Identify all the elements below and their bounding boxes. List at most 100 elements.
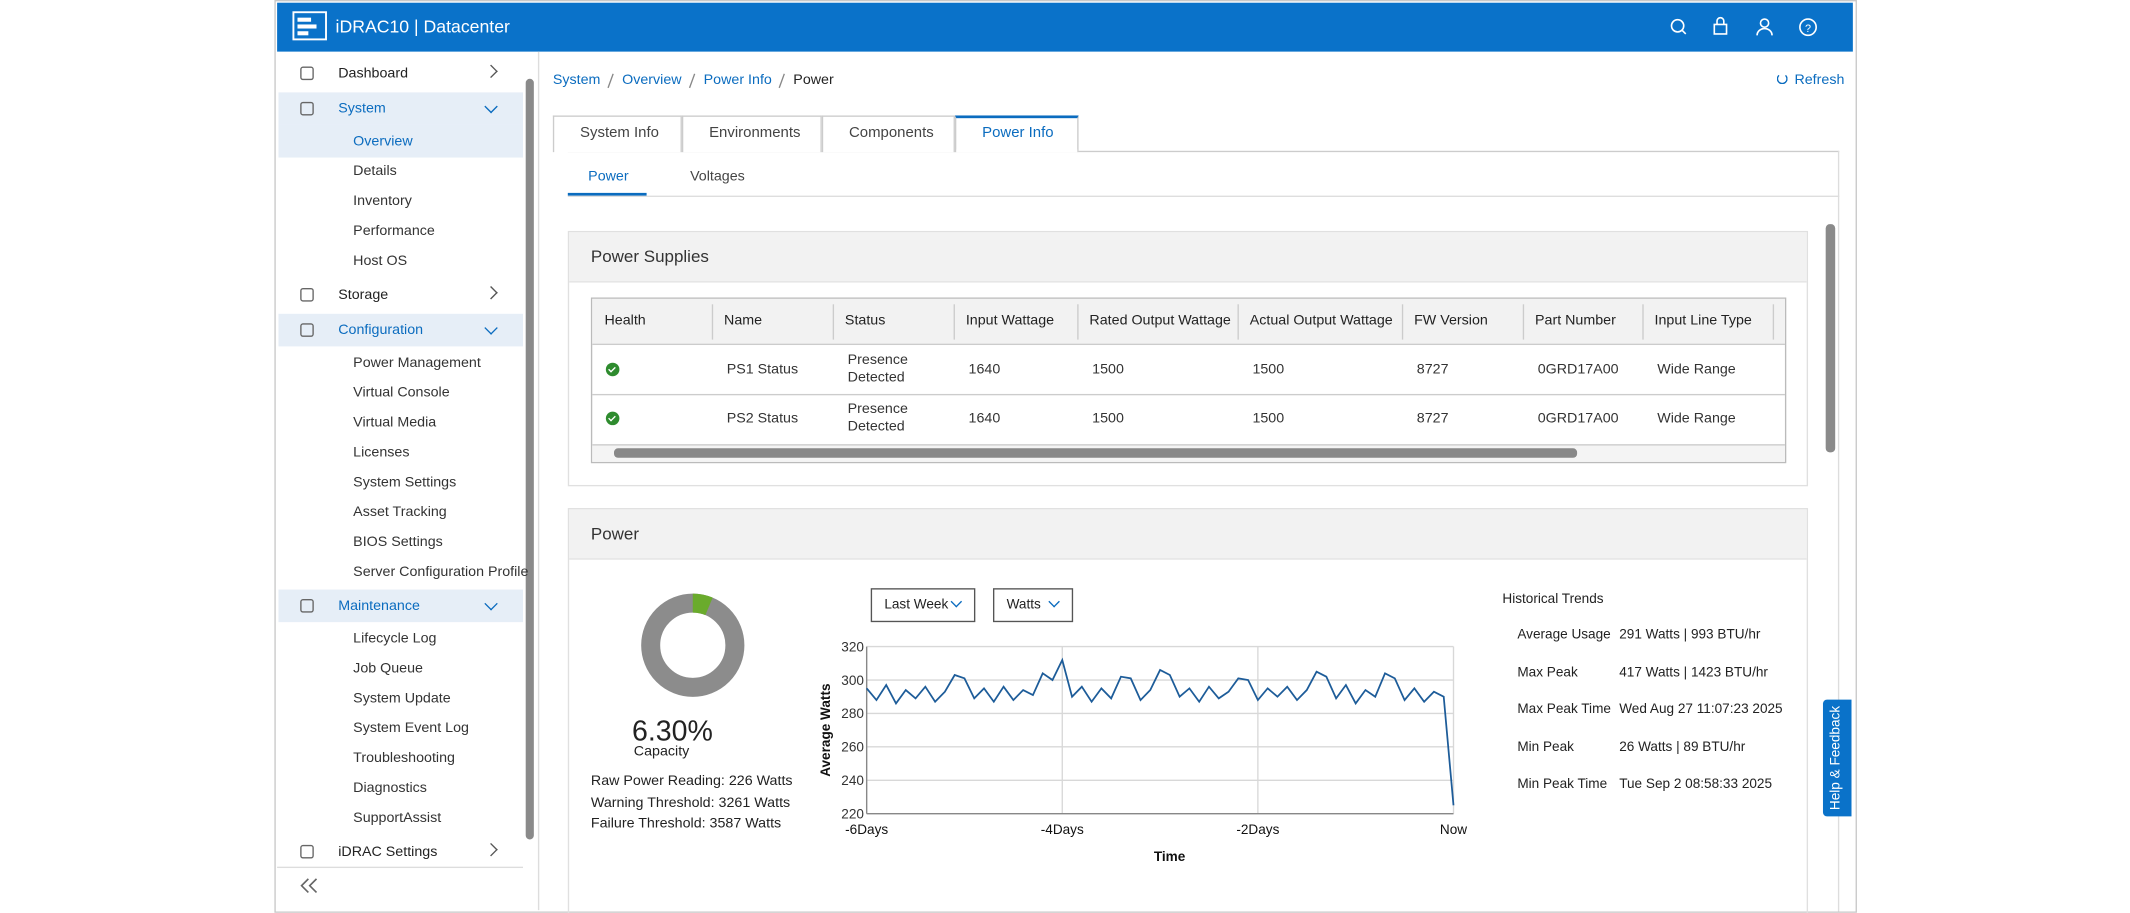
sidebar-scrollbar[interactable] bbox=[525, 78, 534, 840]
nav-highlight bbox=[278, 313, 523, 347]
tab[interactable] bbox=[552, 115, 682, 153]
x-tick-label: -4Days bbox=[1041, 822, 1084, 837]
nav-subitem[interactable]: Power Management bbox=[353, 354, 481, 371]
table-cell: 1500 bbox=[1092, 410, 1124, 427]
table-cell: Wide Range bbox=[1657, 410, 1736, 427]
nav-subitem[interactable]: BIOS Settings bbox=[353, 533, 443, 551]
dropdown-label[interactable]: Last Week bbox=[884, 597, 949, 613]
nav-subitem[interactable]: System Settings bbox=[353, 474, 457, 491]
refresh-icon[interactable] bbox=[1776, 73, 1788, 85]
table-header: Part Number bbox=[1534, 312, 1616, 329]
nav-item[interactable]: Configuration bbox=[338, 321, 424, 339]
table-cell: 1640 bbox=[968, 410, 1001, 427]
nav-subitem[interactable]: System Update bbox=[353, 690, 451, 707]
table-cell: 8727 bbox=[1416, 361, 1449, 378]
table-header: Actual Output Wattage bbox=[1249, 312, 1393, 329]
y-tick-label: 260 bbox=[841, 740, 864, 755]
nav-item[interactable]: iDRAC Settings bbox=[338, 843, 438, 860]
y-tick-label: 240 bbox=[841, 773, 864, 788]
power-reading: Warning Threshold: 3261 Watts bbox=[590, 793, 791, 811]
tab-label[interactable]: Components bbox=[849, 124, 934, 142]
health-ok bbox=[605, 362, 620, 377]
nav-subitem[interactable]: Job Queue bbox=[353, 660, 423, 677]
nav-highlight bbox=[278, 589, 523, 623]
nav-subitem[interactable]: Server Configuration Profile bbox=[353, 563, 529, 581]
content-scrollbar[interactable] bbox=[1825, 224, 1836, 453]
dropdown-label[interactable]: Watts bbox=[1006, 597, 1041, 613]
power-panel bbox=[567, 508, 1809, 913]
table-header: Name bbox=[724, 312, 763, 329]
panel-title: Power bbox=[590, 524, 640, 544]
breadcrumb-item[interactable]: Overview bbox=[622, 71, 682, 89]
refresh-link[interactable]: Refresh bbox=[1794, 71, 1845, 89]
nav-subitem[interactable]: Diagnostics bbox=[353, 779, 427, 797]
nav-subitem[interactable]: Asset Tracking bbox=[353, 503, 447, 521]
tab[interactable] bbox=[821, 115, 955, 153]
collapse-icon[interactable] bbox=[299, 876, 321, 895]
nav-item[interactable]: System bbox=[338, 100, 386, 117]
nav-subitem[interactable]: Licenses bbox=[353, 444, 410, 461]
nav-subitem[interactable]: Troubleshooting bbox=[353, 749, 455, 767]
nav-item[interactable]: Maintenance bbox=[338, 597, 420, 614]
subtab-label[interactable]: Voltages bbox=[690, 168, 745, 185]
subtab-label[interactable]: Power bbox=[588, 168, 629, 185]
table-cell: Wide Range bbox=[1657, 361, 1736, 378]
help-tab[interactable] bbox=[1822, 699, 1852, 817]
dropdown[interactable] bbox=[992, 588, 1074, 623]
col-divider bbox=[1077, 304, 1079, 340]
nav-subitem[interactable]: Performance bbox=[353, 222, 435, 240]
table-cell: 1500 bbox=[1252, 410, 1285, 427]
nav-highlight bbox=[278, 92, 523, 125]
nav-subitem[interactable]: SupportAssist bbox=[353, 809, 442, 826]
svg-text:?: ? bbox=[1805, 23, 1811, 35]
table-scrollbar[interactable] bbox=[613, 448, 1578, 458]
header-bar bbox=[277, 2, 1853, 52]
table-cell: Presence Detected bbox=[847, 400, 908, 435]
table-header: Rated Output Wattage bbox=[1089, 312, 1231, 329]
nav-subitem[interactable]: Overview bbox=[353, 133, 413, 150]
power-panel-header bbox=[569, 509, 1807, 560]
tab[interactable] bbox=[681, 115, 822, 153]
nav-subitem[interactable]: Virtual Media bbox=[353, 414, 437, 431]
dropdown[interactable] bbox=[870, 588, 976, 623]
col-divider bbox=[711, 304, 714, 340]
trend-value: 417 Watts | 1423 BTU/hr bbox=[1619, 665, 1768, 681]
nav-subitem[interactable]: Virtual Console bbox=[353, 384, 450, 401]
trend-value: Tue Sep 2 08:58:33 2025 bbox=[1619, 777, 1773, 793]
nav-subitem[interactable]: Details bbox=[353, 163, 397, 180]
trend-value: Wed Aug 27 11:07:23 2025 bbox=[1619, 702, 1783, 718]
subtab-underline bbox=[567, 192, 647, 196]
y-tick-label: 280 bbox=[841, 706, 864, 721]
x-tick-label: Now bbox=[1440, 822, 1467, 837]
nav-item[interactable]: Storage bbox=[338, 286, 389, 303]
header-icons: ? bbox=[1670, 16, 1817, 37]
tab[interactable] bbox=[954, 115, 1079, 153]
tab-active-cover bbox=[956, 149, 1078, 153]
tab-label[interactable]: System Info bbox=[580, 124, 659, 142]
nav-item[interactable]: Dashboard bbox=[338, 65, 409, 82]
nav-subitem[interactable]: Inventory bbox=[353, 192, 412, 210]
nav-icon bbox=[300, 101, 314, 116]
content-border bbox=[1837, 150, 1840, 912]
table-cell: 1640 bbox=[968, 361, 1001, 378]
nav-icon bbox=[300, 844, 314, 859]
tab-label[interactable]: Environments bbox=[709, 124, 801, 142]
nav-subitem[interactable]: Lifecycle Log bbox=[353, 630, 437, 647]
col-divider bbox=[832, 304, 835, 340]
nav-subitem[interactable]: Host OS bbox=[353, 252, 408, 269]
breadcrumb-item[interactable]: Power Info bbox=[703, 71, 772, 89]
col-divider bbox=[1522, 304, 1525, 340]
table-header: Input Line Type bbox=[1654, 312, 1752, 329]
ps-table-header bbox=[592, 298, 1785, 346]
tab-label[interactable]: Power Info bbox=[982, 124, 1054, 142]
breadcrumb-item[interactable]: System bbox=[552, 71, 601, 89]
nav-highlight bbox=[278, 124, 523, 158]
nav-subitem[interactable]: System Event Log bbox=[353, 719, 469, 737]
logo bbox=[292, 11, 327, 41]
ps-table bbox=[590, 297, 1787, 464]
nav-icon bbox=[300, 323, 314, 337]
y-tick-label: 300 bbox=[841, 673, 864, 688]
table-header: Status bbox=[844, 312, 886, 329]
